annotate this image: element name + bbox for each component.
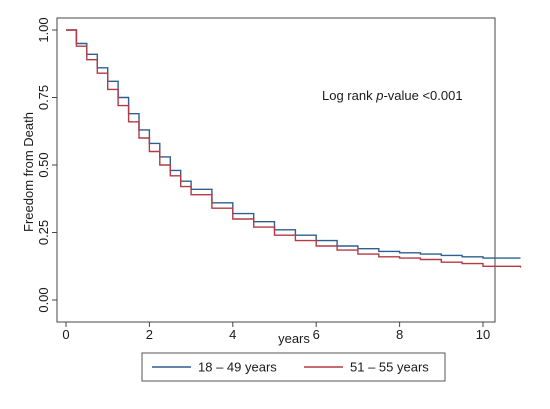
log-rank-annotation: Log rank p-value <0.001 [322, 88, 463, 103]
legend-items: 18 – 49 years 51 – 55 years [152, 360, 429, 375]
legend-label-2: 51 – 55 years [350, 360, 429, 375]
y-tick-label: 0.50 [36, 152, 51, 177]
x-tick-label: 0 [62, 327, 69, 342]
y-tick-label: 0.00 [36, 287, 51, 312]
annotation-suffix: -value <0.001 [383, 88, 462, 103]
legend: 18 – 49 years 51 – 55 years [141, 352, 446, 382]
legend-label-1: 18 – 49 years [198, 360, 277, 375]
axes-layer: 0 2 4 6 8 10 0.00 0.25 0.50 0.75 1.00 [36, 17, 496, 342]
y-tick-label: 0.25 [36, 220, 51, 245]
x-tick-label: 4 [229, 327, 236, 342]
series-layer [66, 29, 522, 268]
annotation-p: p [375, 88, 383, 103]
x-tick-label: 2 [146, 327, 153, 342]
y-tick-label: 0.75 [36, 85, 51, 110]
plot-frame [56, 17, 496, 323]
x-tick-label: 8 [396, 327, 403, 342]
annotation-prefix: Log rank [322, 88, 376, 103]
x-tick-label: 6 [313, 327, 320, 342]
legend-frame [141, 352, 446, 382]
x-axis-title: years [278, 331, 310, 346]
series-line-1 [66, 29, 521, 259]
y-tick-label: 1.00 [36, 17, 51, 42]
series-line-2 [66, 29, 522, 268]
x-tick-label: 10 [476, 327, 490, 342]
y-axis-title: Freedom from Death [21, 112, 36, 232]
